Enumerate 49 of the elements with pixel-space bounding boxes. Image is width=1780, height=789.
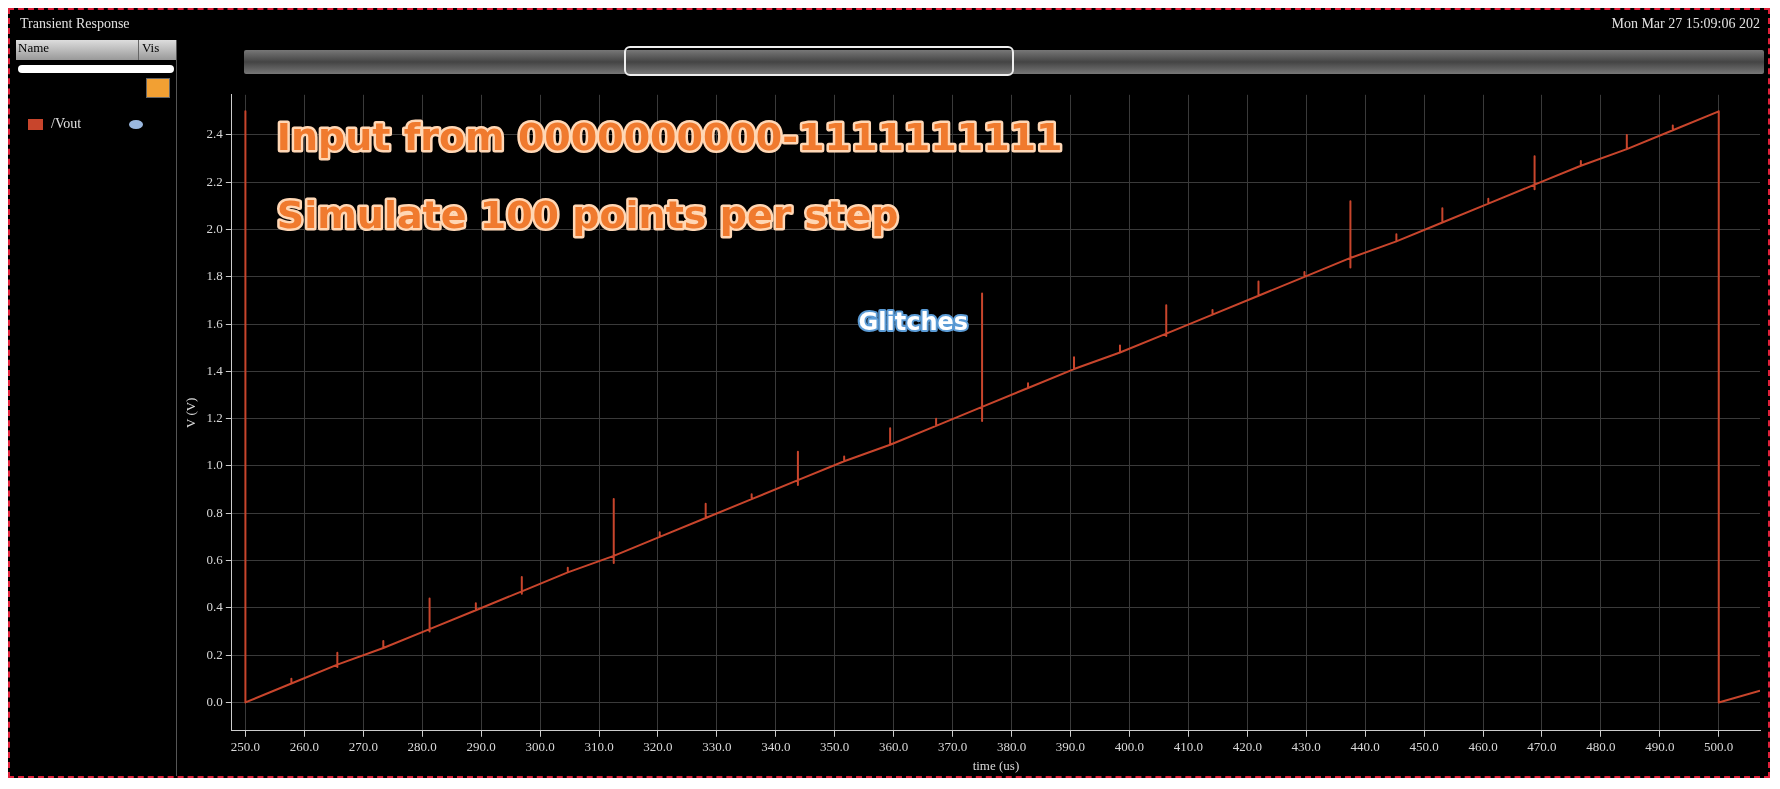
x-tick-label: 250.0 xyxy=(230,739,261,755)
x-tick-label: 270.0 xyxy=(348,739,378,755)
x-tick-label: 260.0 xyxy=(289,739,319,755)
x-tick-label: 470.0 xyxy=(1527,739,1557,755)
y-tick-label: 0.0 xyxy=(206,693,223,709)
x-tick-label: 330.0 xyxy=(702,739,732,755)
y-tick-label: 0.2 xyxy=(206,646,223,662)
y-tick-label: 2.4 xyxy=(206,126,224,142)
x-axis-title: time (us) xyxy=(972,757,1020,773)
x-tick-label: 340.0 xyxy=(761,739,791,755)
y-tick-label: 1.0 xyxy=(206,457,223,473)
x-tick-label: 440.0 xyxy=(1350,739,1380,755)
text: Name xyxy=(16,40,139,60)
x-tick-label: 280.0 xyxy=(407,739,437,755)
x-tick-label: 430.0 xyxy=(1291,739,1321,755)
y-tick-label: 2.0 xyxy=(206,220,223,236)
x-tick-label: 480.0 xyxy=(1586,739,1616,755)
y-tick-label: 2.2 xyxy=(206,173,223,189)
x-tick-label: 380.0 xyxy=(996,739,1027,755)
y-tick-label: 0.8 xyxy=(206,504,223,520)
legend-label: /Vout xyxy=(51,116,82,132)
y-tick-label: 0.4 xyxy=(206,599,224,615)
x-tick-label: 370.0 xyxy=(937,739,968,755)
y-tick-label: 1.4 xyxy=(206,362,224,378)
text: Mon Mar 27 15:09:06 202 xyxy=(1611,16,1760,32)
y-tick-label: 1.8 xyxy=(206,268,223,284)
annotation: Input from 0000000000-1111111111 xyxy=(276,114,1063,159)
x-tick-label: 360.0 xyxy=(879,739,909,755)
y-tick-label: 0.6 xyxy=(206,551,224,567)
y-tick-label: 1.2 xyxy=(206,410,223,426)
x-tick-label: 300.0 xyxy=(525,739,555,755)
x-tick-label: 490.0 xyxy=(1645,739,1675,755)
text: Vis xyxy=(141,40,160,57)
x-tick-label: 420.0 xyxy=(1232,739,1262,755)
x-tick-label: 410.0 xyxy=(1173,739,1203,755)
x-tick-label: 350.0 xyxy=(820,739,850,755)
x-tick-label: 450.0 xyxy=(1409,739,1439,755)
x-tick-label: 400.0 xyxy=(1114,739,1145,755)
x-tick-label: 460.0 xyxy=(1468,739,1498,755)
annotation: Simulate 100 points per step xyxy=(276,192,899,237)
y-axis-title: V (V) xyxy=(183,397,199,429)
text: Transient Response xyxy=(20,16,130,32)
annotation: Glitches xyxy=(858,308,969,337)
x-tick-label: 310.0 xyxy=(584,739,614,755)
x-tick-label: 500.0 xyxy=(1704,739,1734,755)
y-tick-label: 1.6 xyxy=(206,315,224,331)
x-tick-label: 290.0 xyxy=(466,739,496,755)
x-tick-label: 320.0 xyxy=(643,739,673,755)
x-tick-label: 390.0 xyxy=(1055,739,1086,755)
